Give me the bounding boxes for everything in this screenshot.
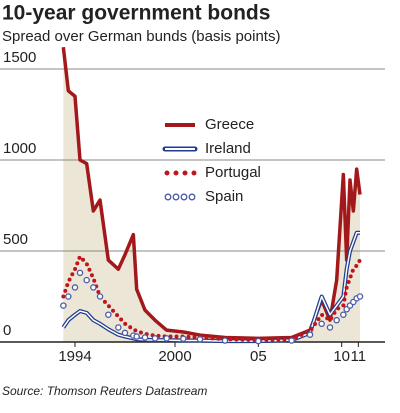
line [61, 46, 362, 341]
point [76, 269, 84, 277]
point [133, 333, 140, 340]
y-tick-label: 0 [3, 322, 11, 339]
chart-title: 10-year government bonds [2, 2, 270, 25]
point [326, 324, 334, 331]
legend-label: Portugal [205, 164, 261, 181]
legend-symbol [172, 193, 180, 201]
point [71, 284, 79, 291]
point [318, 320, 325, 328]
point [115, 324, 122, 331]
x-tick-label: 2000 [158, 348, 191, 365]
point [60, 302, 67, 309]
point [96, 293, 104, 300]
x-tick-label: 11 [351, 348, 367, 365]
legend-label: Greece [205, 116, 254, 133]
y-tick-label: 1000 [3, 140, 36, 157]
point [105, 311, 112, 318]
point [196, 336, 204, 343]
x-tick-label: 1994 [58, 348, 91, 365]
point [121, 329, 129, 337]
point [356, 293, 364, 300]
point [306, 331, 314, 338]
point [65, 293, 72, 300]
point [90, 284, 97, 291]
point [180, 335, 187, 342]
point [340, 311, 347, 318]
legend-symbol [164, 193, 172, 201]
legend-label: Ireland [205, 140, 251, 157]
line-inner [62, 232, 360, 342]
line [61, 252, 362, 343]
point [288, 337, 295, 344]
y-tick-label: 500 [3, 231, 28, 248]
point [141, 334, 149, 341]
x-tick-label: 05 [250, 348, 267, 365]
chart-subtitle: Spread over German bunds (basis points) [2, 28, 280, 45]
point [221, 337, 229, 344]
x-tick-label: 10 [333, 348, 350, 365]
source: Source: Thomson Reuters Datastream [2, 384, 207, 398]
legend-symbol [180, 193, 188, 201]
area [63, 47, 360, 342]
point [83, 276, 90, 284]
y-tick-label: 1500 [3, 49, 36, 66]
legend-label: Spain [205, 188, 243, 205]
point [163, 335, 170, 342]
point [151, 335, 159, 342]
legend-symbol [188, 193, 196, 201]
point [333, 316, 340, 324]
point [255, 337, 262, 345]
